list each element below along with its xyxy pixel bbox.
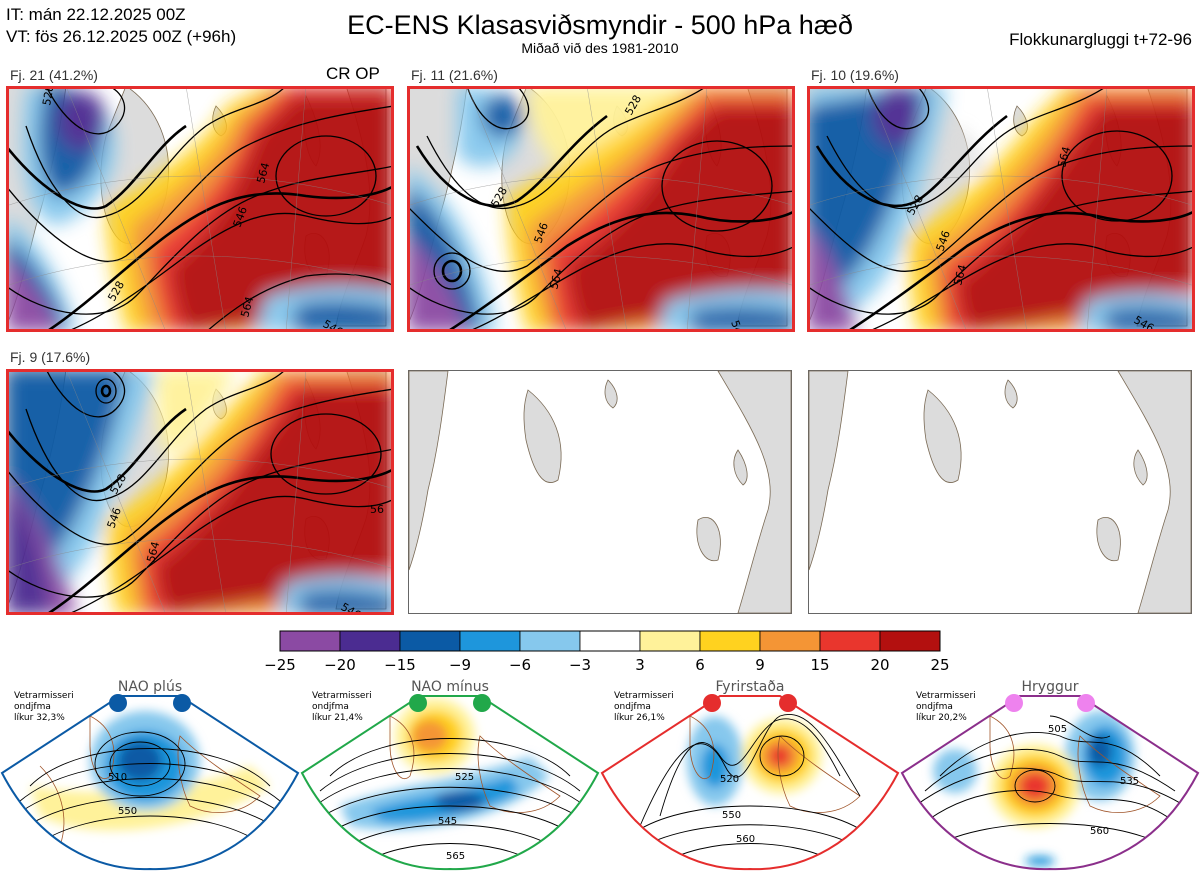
colorbar-swatch [399,630,461,652]
colorbar-swatch [819,630,881,652]
regime-1-contour-label: 550 [118,806,137,817]
cluster-map-1: 528 546 564 564 528 546 [6,86,394,332]
cluster-map-4: 528 546 564 56 546 [6,369,394,615]
colorbar-tick-label: 9 [755,656,765,674]
colorbar: −25 −20 −15 −9 −6 −3 3 6 9 15 20 25 [264,630,950,674]
window-label: Flokkunargluggi t+72-96 [1009,30,1192,49]
p3-contour-label: 564 [951,263,969,287]
regime-ridge: 505 535 560 Hryggur Vetrarmisseri ondjfm… [900,679,1200,871]
valid-time: VT: fös 26.12.2025 00Z (+96h) [6,27,237,46]
regime-2-contour-label: 545 [438,816,457,827]
colorbar-tick-label: −15 [384,656,416,674]
colorbar-swatch [639,630,701,652]
regime-1-text: Vetrarmisseri [14,691,74,701]
colorbar-swatch [699,630,761,652]
regime-2-text: Vetrarmisseri [312,691,372,701]
colorbar-tick-label: −25 [264,656,296,674]
colorbar-tick-label: 15 [810,656,829,674]
p1-contour-label: 528 [40,86,56,107]
colorbar-tick-label: 6 [695,656,705,674]
regime-blocking: 520 550 560 Fyrirstaða Vetrarmisseri ond… [600,679,900,871]
colorbar-swatch [519,630,581,652]
colorbar-swatch [759,630,821,652]
regime-3-text: líkur 26,1% [614,713,665,723]
regime-1-contour-label: 510 [108,772,127,783]
regime-1-text: líkur 32,3% [14,713,65,723]
regime-3-text: ondjfma [614,702,651,712]
regime-nao-minus: 525 545 565 NAO mínus Vetrarmisseri ondj… [300,679,600,871]
regime-3-contour-label: 520 [720,774,739,785]
cluster-map-3: 528 546 564 564 546 [807,86,1195,332]
regime-3-text: Vetrarmisseri [614,691,674,701]
colorbar-ticks: −25 −20 −15 −9 −6 −3 3 6 9 15 20 25 [264,656,949,674]
regime-4-title: Hryggur [1022,679,1079,695]
colorbar-tick-label: 3 [635,656,645,674]
regime-1-text: ondjfma [14,702,51,712]
regime-2-contour-label: 565 [446,851,465,862]
regime-2-text: líkur 21,4% [312,713,363,723]
panel-1-tag: CR OP [326,64,380,83]
panel-3-label: Fj. 10 (19.6%) [811,67,899,83]
regime-nao-plus: 510 550 NAO plús Vetrarmisseri ondjfma l… [0,679,300,871]
panel-4-label: Fj. 9 (17.6%) [10,349,91,365]
panel-2-label: Fj. 11 (21.6%) [411,67,498,83]
colorbar-swatch [879,630,941,652]
regime-3-contour-label: 560 [736,834,755,845]
p2-contour-label: 564 [547,267,565,291]
colorbar-swatch [339,630,401,652]
page-subtitle: Miðað við des 1981-2010 [521,40,679,56]
regime-4-contour-label: 560 [1090,826,1109,837]
regime-4-text: líkur 20,2% [916,713,967,723]
p1-contour-label: 564 [254,161,272,185]
p3-contour-label: 564 [1055,145,1073,169]
regime-1-title: NAO plús [118,679,182,695]
colorbar-swatch [459,630,521,652]
colorbar-swatch [279,630,341,652]
page-title: EC-ENS Klasasviðsmyndir - 500 hPa hæð [347,10,853,40]
p4-contour-label: 56 [370,503,384,516]
header-left: IT: mán 22.12.2025 00Z VT: fös 26.12.202… [6,4,236,48]
regime-4-text: ondjfma [916,702,953,712]
p2-contour-label: 546 [728,319,747,332]
regime-3-contour-label: 550 [722,810,741,821]
empty-map-6 [808,370,1192,614]
cluster-map-2: 528 546 564 546 528 [407,86,795,332]
regime-2-contour-label: 525 [455,772,474,783]
p1-contour-label: 546 [321,317,346,332]
regime-4-text: Vetrarmisseri [916,691,976,701]
colorbar-swatches [279,630,941,652]
colorbar-tick-label: −6 [509,656,531,674]
regime-3-title: Fyrirstaða [716,679,785,695]
colorbar-tick-label: 25 [930,656,949,674]
colorbar-tick-label: −9 [449,656,471,674]
regime-row: 510 550 NAO plús Vetrarmisseri ondjfma l… [0,676,1200,871]
p4-contour-label: 564 [144,540,162,564]
regime-2-text: ondjfma [312,702,349,712]
empty-map-5 [408,370,792,614]
colorbar-swatch [579,630,641,652]
regime-2-title: NAO mínus [411,679,489,695]
panel-1-label: Fj. 21 (41.2%) [10,67,98,83]
colorbar-tick-label: −3 [569,656,591,674]
p1-contour-label: 564 [238,295,256,319]
p4-contour-label: 546 [339,600,364,615]
colorbar-tick-label: 20 [870,656,889,674]
colorbar-tick-label: −20 [324,656,356,674]
regime-4-contour-label: 535 [1120,776,1139,787]
initial-time: IT: mán 22.12.2025 00Z [6,5,186,24]
regime-4-contour-label: 505 [1048,724,1067,735]
